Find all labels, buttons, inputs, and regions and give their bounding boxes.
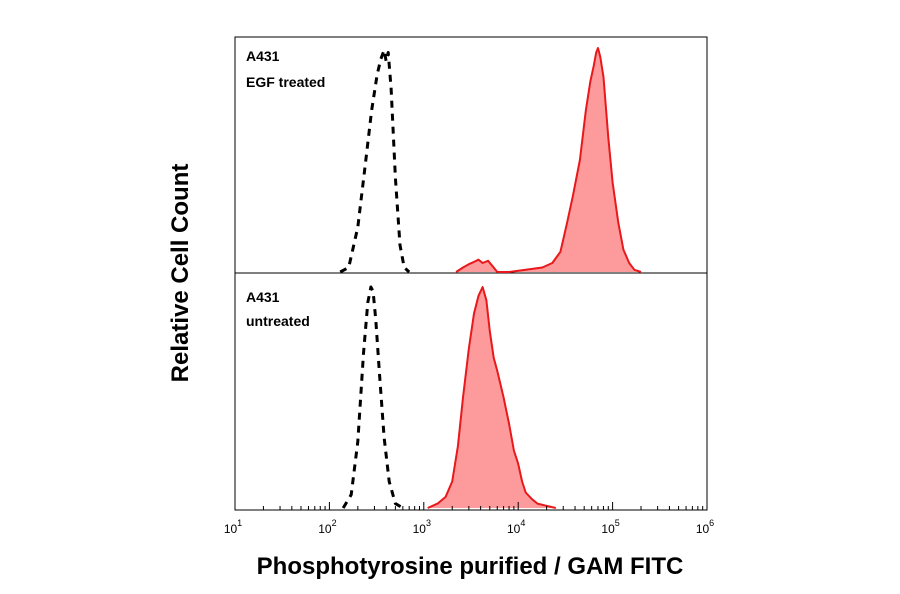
x-tick-label: 103 xyxy=(413,518,431,536)
stained-histogram-line-panel-1 xyxy=(455,47,642,273)
panel-untreated xyxy=(341,285,557,510)
x-axis-ticks: 101 102 103 104 105 106 xyxy=(224,502,714,536)
panel-2-label-cell-line: A431 xyxy=(246,289,280,305)
stained-histogram-fill-panel-2 xyxy=(427,287,556,508)
panel-1-label-cell-line: A431 xyxy=(246,48,280,64)
x-axis-title: Phosphotyrosine purified / GAM FITC xyxy=(257,553,684,580)
x-tick-label: 105 xyxy=(601,518,619,536)
panel-1-label-condition: EGF treated xyxy=(246,74,325,90)
panel-egf-treated xyxy=(339,47,642,274)
x-tick-label: 104 xyxy=(507,518,525,536)
panel-2-label-condition: untreated xyxy=(246,313,310,329)
x-tick-label: 102 xyxy=(318,518,336,536)
x-tick-label: 106 xyxy=(696,518,714,536)
control-histogram-dashed-panel-2 xyxy=(341,285,404,510)
control-histogram-dashed-panel-1 xyxy=(339,48,411,274)
x-tick-label: 101 xyxy=(224,518,242,536)
stained-histogram-fill-panel-1 xyxy=(456,48,641,272)
stained-histogram-line-panel-2 xyxy=(427,286,557,509)
y-axis-title: Relative Cell Count xyxy=(167,164,194,383)
